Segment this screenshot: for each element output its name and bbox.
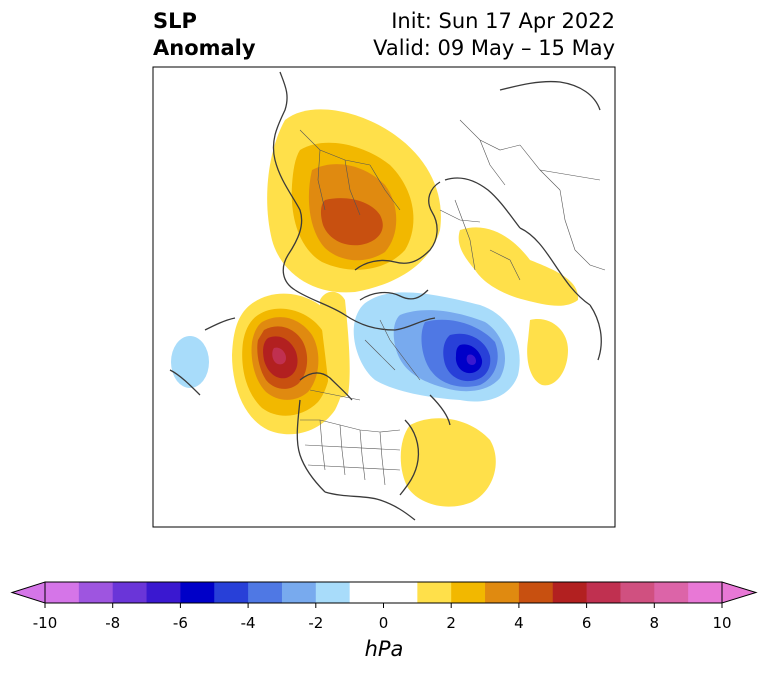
- colorbar-tick-label: -2: [308, 614, 323, 632]
- colorbar-tick-label: 6: [582, 614, 592, 632]
- colorbar-segment: [112, 582, 148, 603]
- colorbar-tick-label: 10: [712, 614, 731, 632]
- political-borders: [299, 119, 606, 486]
- colorbar-segments: [10, 581, 758, 604]
- map-subtitle: Init: Sun 17 Apr 2022 Valid: 09 May – 15…: [373, 8, 615, 62]
- colorbar-tick-label: 8: [650, 614, 660, 632]
- pacific-low-anomaly: [171, 336, 209, 388]
- colorbar-segment: [552, 582, 588, 603]
- colorbar-tick-label: 2: [446, 614, 456, 632]
- colorbar-segment: [654, 582, 689, 603]
- atlantic-high-anomaly: [400, 418, 496, 507]
- colorbar-segment: [146, 582, 181, 603]
- colorbar-segment: [688, 582, 723, 603]
- colorbar-tick-label: -4: [241, 614, 256, 632]
- colorbar-segment: [349, 582, 384, 603]
- colorbar-segment: [417, 582, 452, 603]
- pacific-high-anomaly: [232, 291, 350, 435]
- colorbar-segment: [586, 582, 621, 603]
- colorbar-segment: [518, 582, 554, 603]
- coastlines: [169, 71, 602, 521]
- colorbar-over-extension: [721, 581, 758, 604]
- title-line-anomaly: Anomaly: [153, 36, 256, 60]
- colorbar-segment: [451, 582, 486, 603]
- map-frame: [152, 66, 616, 528]
- colorbar-segment: [315, 582, 351, 603]
- init-date-label: Init: Sun 17 Apr 2022: [391, 9, 615, 33]
- colorbar-tick-label: -8: [105, 614, 120, 632]
- greenland-low-anomaly: [353, 292, 520, 402]
- colorbar-segment: [214, 582, 249, 603]
- colorbar-tick-label: -6: [173, 614, 188, 632]
- colorbar-segment: [281, 582, 317, 603]
- colorbar-unit-label: hPa: [365, 637, 404, 661]
- colorbar-segment: [620, 582, 655, 603]
- colorbar-ticks: -10 -8 -6 -4 -2 0 2 4 6 8 10: [33, 603, 732, 632]
- colorbar-tick-label: -10: [33, 614, 58, 632]
- anomaly-field: [153, 67, 615, 527]
- colorbar-segment: [485, 582, 520, 603]
- colorbar-segment: [78, 582, 114, 603]
- valid-range-label: Valid: 09 May – 15 May: [373, 36, 615, 60]
- colorbar-under-extension: [10, 581, 46, 604]
- map-title: SLP Anomaly: [153, 8, 256, 62]
- colorbar-segment: [383, 582, 418, 603]
- colorbar-segment: [45, 582, 80, 603]
- colorbar-segment: [180, 582, 215, 603]
- colorbar-tick-label: 0: [379, 614, 389, 632]
- title-line-slp: SLP: [153, 9, 197, 33]
- colorbar-segment: [248, 582, 283, 603]
- colorbar-tick-label: 4: [514, 614, 524, 632]
